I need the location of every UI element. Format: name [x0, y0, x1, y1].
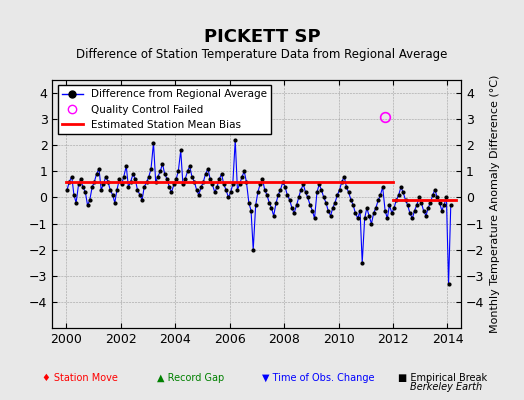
- Y-axis label: Monthly Temperature Anomaly Difference (°C): Monthly Temperature Anomaly Difference (…: [490, 75, 500, 333]
- Text: Difference of Station Temperature Data from Regional Average: Difference of Station Temperature Data f…: [77, 48, 447, 61]
- Text: ▲ Record Gap: ▲ Record Gap: [157, 373, 224, 383]
- Text: ■ Empirical Break: ■ Empirical Break: [398, 373, 487, 383]
- Text: ♦ Station Move: ♦ Station Move: [42, 373, 118, 383]
- Text: Berkeley Earth: Berkeley Earth: [410, 382, 482, 392]
- Text: PICKETT SP: PICKETT SP: [204, 28, 320, 46]
- Legend: Difference from Regional Average, Quality Control Failed, Estimated Station Mean: Difference from Regional Average, Qualit…: [58, 85, 271, 134]
- Text: ▼ Time of Obs. Change: ▼ Time of Obs. Change: [262, 373, 375, 383]
